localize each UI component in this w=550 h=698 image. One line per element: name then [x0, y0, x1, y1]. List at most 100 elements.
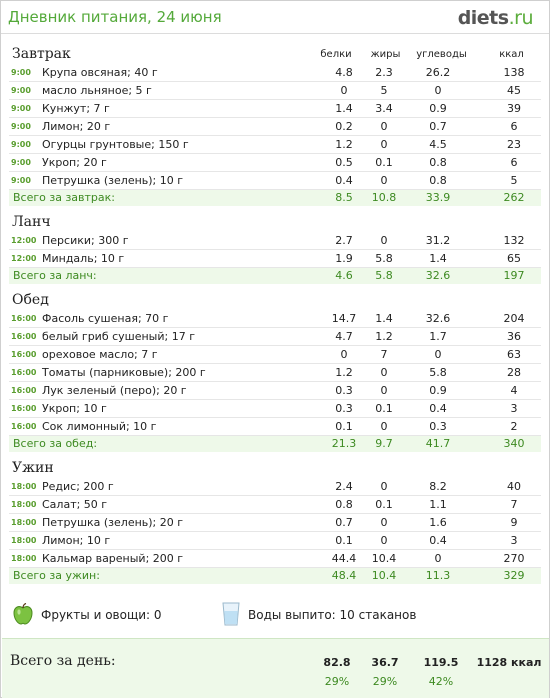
food-row[interactable]: 16:00 Томаты (парниковые); 200 г 1.2 0 5.8 28	[9, 364, 541, 382]
extras-row: Фрукты и овощи: 0 Воды выпито: 10 стакан…	[1, 601, 549, 629]
food-protein: 1.2	[335, 138, 353, 151]
food-name: Укроп; 20 г	[42, 156, 107, 169]
food-protein: 0.4	[335, 174, 353, 187]
food-protein: 4.7	[335, 330, 353, 343]
food-row[interactable]: 9:00 Петрушка (зелень); 10 г 0.4 0 0.8 5	[9, 172, 541, 190]
food-kcal: 4	[510, 384, 518, 397]
food-carbs: 0.4	[429, 402, 447, 415]
food-name: Петрушка (зелень); 20 г	[42, 516, 184, 529]
food-row[interactable]: 18:00 Петрушка (зелень); 20 г 0.7 0 1.6 9	[9, 514, 541, 532]
meal-total-fat: 9.7	[375, 437, 393, 450]
food-row[interactable]: 18:00 Салат; 50 г 0.8 0.1 1.1 7	[9, 496, 541, 514]
food-name: Огурцы грунтовые; 150 г	[42, 138, 189, 151]
food-kcal: 6	[510, 156, 518, 169]
food-row[interactable]: 9:00 Крупа овсяная; 40 г 4.8 2.3 26.2 138	[9, 64, 541, 82]
food-time: 16:00	[11, 386, 37, 395]
food-kcal: 23	[507, 138, 521, 151]
food-row[interactable]: 9:00 Лимон; 20 г 0.2 0 0.7 6	[9, 118, 541, 136]
day-total-carbs: 119.5	[423, 656, 459, 669]
food-protein: 2.4	[335, 480, 353, 493]
meal-total-fat: 10.4	[371, 569, 397, 582]
food-name: Миндаль; 10 г	[42, 252, 125, 265]
meal-total-kcal: 329	[503, 569, 525, 582]
food-row[interactable]: 16:00 Сок лимонный; 10 г 0.1 0 0.3 2	[9, 418, 541, 436]
col-carbs-header: углеводы	[416, 49, 467, 60]
food-row[interactable]: 16:00 белый гриб сушеный; 17 г 4.7 1.2 1.7 36	[9, 328, 541, 346]
food-carbs: 1.1	[429, 498, 447, 511]
day-total-fat: 36.7	[371, 656, 399, 669]
meal-section: Обед 16:00 Фасоль сушеная; 70 г 14.7 1.4 32.6…	[1, 292, 549, 452]
food-kcal: 45	[507, 84, 521, 97]
food-time: 18:00	[11, 554, 37, 563]
food-row[interactable]: 9:00 Огурцы грунтовые; 150 г 1.2 0 4.5 23	[9, 136, 541, 154]
food-name: Кальмар вареный; 200 г	[42, 552, 184, 565]
meal-name: Ланч	[12, 214, 51, 230]
food-protein: 0.5	[335, 156, 353, 169]
food-row[interactable]: 18:00 Редис; 200 г 2.4 0 8.2 40	[9, 478, 541, 496]
food-row[interactable]: 18:00 Лимон; 10 г 0.1 0 0.4 3	[9, 532, 541, 550]
meal-total-protein: 21.3	[331, 437, 357, 450]
food-name: Крупа овсяная; 40 г	[42, 66, 158, 79]
food-row[interactable]: 18:00 Кальмар вареный; 200 г 44.4 10.4 0 270	[9, 550, 541, 568]
meal-total-label: Всего за ланч:	[13, 269, 97, 282]
food-fat: 0	[380, 138, 388, 151]
food-fat: 0	[380, 480, 388, 493]
food-kcal: 132	[503, 234, 525, 247]
glass-icon	[222, 602, 240, 626]
meal-total-row: Всего за завтрак: 8.5 10.8 33.9 262	[9, 190, 541, 206]
day-total-label: Всего за день:	[10, 653, 116, 669]
meal-header: Обед	[1, 292, 549, 310]
day-pct-fat: 29%	[372, 675, 398, 688]
food-protein: 14.7	[331, 312, 357, 325]
food-row[interactable]: 12:00 Персики; 300 г 2.7 0 31.2 132	[9, 232, 541, 250]
meal-total-kcal: 340	[503, 437, 525, 450]
food-row[interactable]: 16:00 Фасоль сушеная; 70 г 14.7 1.4 32.6 204	[9, 310, 541, 328]
food-row[interactable]: 9:00 масло льняное; 5 г 0 5 0 45	[9, 82, 541, 100]
day-pct-protein: 29%	[324, 675, 350, 688]
food-carbs: 1.6	[429, 516, 447, 529]
food-kcal: 7	[510, 498, 518, 511]
food-fat: 0.1	[375, 156, 393, 169]
water-count: Воды выпито: 10 стаканов	[248, 608, 417, 622]
food-row[interactable]: 16:00 ореховое масло; 7 г 0 7 0 63	[9, 346, 541, 364]
meal-total-protein: 4.6	[335, 269, 353, 282]
food-kcal: 138	[503, 66, 525, 79]
food-carbs: 4.5	[429, 138, 447, 151]
meal-total-row: Всего за обед: 21.3 9.7 41.7 340	[9, 436, 541, 452]
meal-total-protein: 8.5	[335, 191, 353, 204]
meal-total-kcal: 197	[503, 269, 525, 282]
food-carbs: 8.2	[429, 480, 447, 493]
food-row[interactable]: 12:00 Миндаль; 10 г 1.9 5.8 1.4 65	[9, 250, 541, 268]
food-fat: 0	[380, 120, 388, 133]
food-protein: 44.4	[331, 552, 357, 565]
food-name: Петрушка (зелень); 10 г	[42, 174, 184, 187]
food-protein: 4.8	[335, 66, 353, 79]
food-time: 9:00	[11, 86, 31, 95]
food-row[interactable]: 9:00 Кунжут; 7 г 1.4 3.4 0.9 39	[9, 100, 541, 118]
food-protein: 0.3	[335, 402, 353, 415]
col-fat-header: жиры	[370, 49, 401, 60]
meal-name: Ужин	[12, 460, 54, 476]
site-logo[interactable]: diets.ru	[458, 7, 534, 29]
food-protein: 0.2	[335, 120, 353, 133]
food-name: Лимон; 20 г	[42, 120, 111, 133]
food-fat: 0	[380, 174, 388, 187]
col-protein-header: белки	[320, 49, 352, 60]
food-row[interactable]: 9:00 Укроп; 20 г 0.5 0.1 0.8 6	[9, 154, 541, 172]
food-time: 16:00	[11, 404, 37, 413]
food-time: 18:00	[11, 500, 37, 509]
food-row[interactable]: 16:00 Укроп; 10 г 0.3 0.1 0.4 3	[9, 400, 541, 418]
food-carbs: 31.2	[425, 234, 451, 247]
meal-header: Ланч	[1, 214, 549, 232]
food-name: Редис; 200 г	[42, 480, 114, 493]
food-time: 16:00	[11, 332, 37, 341]
food-carbs: 0.3	[429, 420, 447, 433]
food-kcal: 204	[503, 312, 525, 325]
food-protein: 1.4	[335, 102, 353, 115]
food-row[interactable]: 16:00 Лук зеленый (перо); 20 г 0.3 0 0.9 4	[9, 382, 541, 400]
food-time: 12:00	[11, 254, 37, 263]
meal-total-fat: 10.8	[371, 191, 397, 204]
meal-total-label: Всего за завтрак:	[13, 191, 116, 204]
food-carbs: 1.7	[429, 330, 447, 343]
col-kcal-header: ккал	[499, 49, 524, 60]
